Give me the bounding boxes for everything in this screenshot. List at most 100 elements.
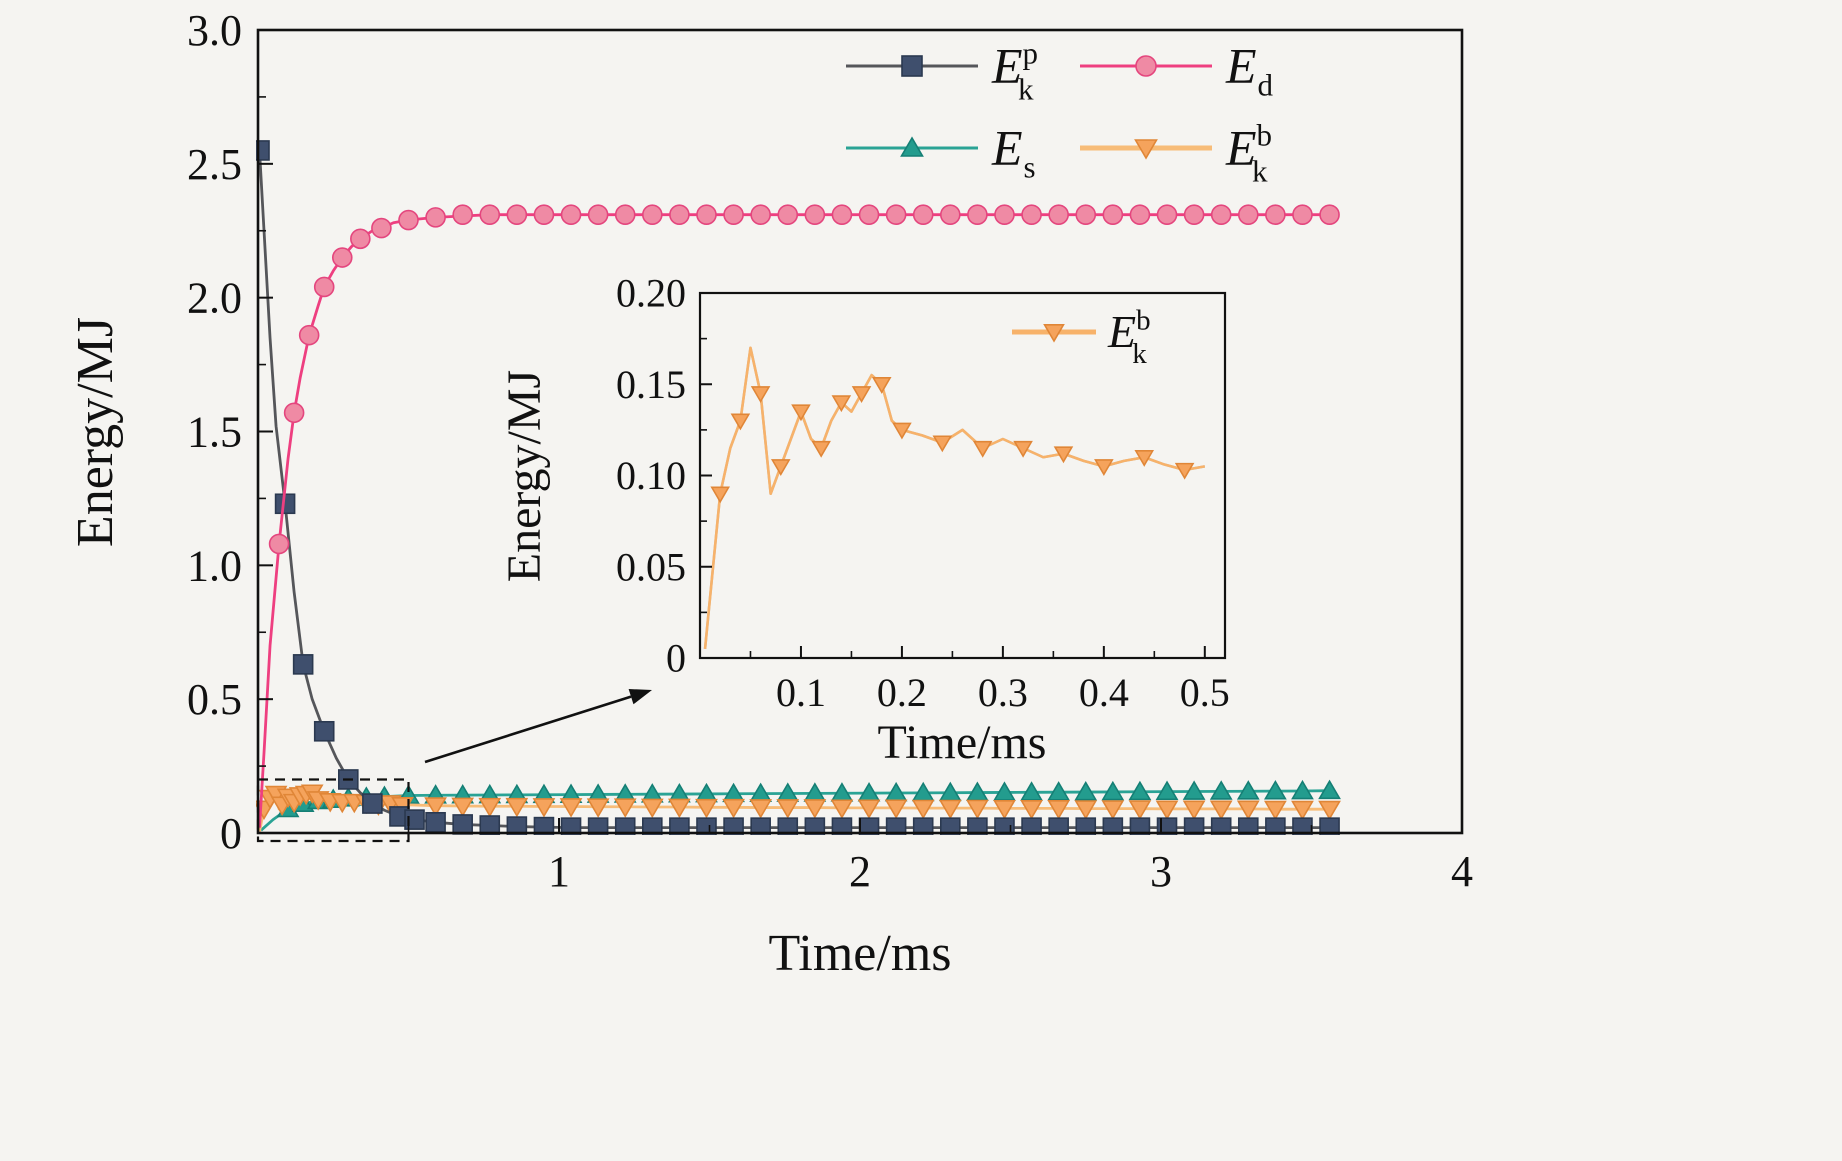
marker-triangle-up <box>1209 780 1233 800</box>
series-markers-Ed <box>268 204 1340 555</box>
marker-circle <box>533 204 555 225</box>
marker-square <box>994 817 1015 835</box>
legend: Ep k Ed Es Eb k <box>846 36 1274 189</box>
marker-square <box>587 817 609 835</box>
marker-triangle-down <box>770 459 791 476</box>
marker-square <box>1102 817 1124 835</box>
marker-triangle-down <box>1020 799 1043 820</box>
marker-square <box>404 809 425 830</box>
marker-square <box>723 817 744 835</box>
marker-circle <box>912 204 934 225</box>
marker-triangle-down <box>613 798 637 818</box>
marker-square <box>1319 817 1340 835</box>
marker-triangle-down <box>1128 800 1152 820</box>
marker-triangle-down <box>1053 446 1074 464</box>
marker-triangle-down <box>1155 800 1179 820</box>
marker-triangle-up <box>1264 780 1287 800</box>
x-tick-label: 4 <box>1451 847 1473 896</box>
marker-circle <box>696 204 717 225</box>
marker-triangle-up <box>1291 779 1314 800</box>
marker-square <box>777 817 799 835</box>
marker-square <box>1237 817 1259 835</box>
marker-triangle-down <box>932 435 953 453</box>
marker-triangle-down <box>640 798 664 819</box>
marker-triangle-down <box>1236 800 1260 820</box>
marker-triangle-down <box>505 797 529 818</box>
series-layer <box>703 346 1206 650</box>
marker-triangle-down <box>803 799 827 819</box>
x-tick-label: 3 <box>1150 847 1172 896</box>
marker-square <box>1210 817 1232 835</box>
x-tick-label: 0.2 <box>877 670 927 715</box>
marker-circle <box>1237 204 1259 225</box>
marker-circle <box>858 204 880 225</box>
marker-circle <box>313 276 335 298</box>
legend-label-Ekb: Eb k <box>1225 118 1272 189</box>
y-tick-label: 0.20 <box>616 271 686 316</box>
marker-square <box>1265 817 1286 835</box>
x-axis-label: Time/ms <box>878 716 1047 769</box>
x-tick-label: 2 <box>849 847 871 896</box>
marker-triangle-down <box>851 386 872 403</box>
marker-square <box>313 720 335 742</box>
marker-square <box>425 811 446 833</box>
marker-triangle-down <box>1074 800 1098 820</box>
marker-triangle-down <box>1264 800 1287 821</box>
marker-square <box>362 793 383 814</box>
marker-square <box>1075 817 1097 835</box>
marker-circle <box>298 324 320 346</box>
marker-square <box>1156 817 1178 835</box>
marker-triangle-down <box>1174 462 1195 480</box>
series-markers-Ekb <box>710 377 1195 504</box>
legend-label-Ekp: Ep k <box>991 36 1038 107</box>
marker-circle <box>777 204 799 225</box>
marker-circle <box>1183 204 1205 225</box>
marker-triangle-down <box>1094 459 1114 476</box>
marker-circle <box>1156 204 1178 225</box>
marker-circle <box>723 204 744 225</box>
marker-square <box>750 817 771 835</box>
y-axis-label: Energy/MJ <box>498 370 551 582</box>
marker-triangle-down <box>857 799 881 819</box>
marker-square <box>533 816 555 835</box>
marker-square <box>1048 817 1069 835</box>
y-tick-label: 2.5 <box>187 140 242 189</box>
y-tick-label: 0.10 <box>616 453 686 498</box>
marker-triangle-down <box>830 799 854 819</box>
marker-circle <box>350 228 371 250</box>
x-tick-label: 1 <box>548 847 570 896</box>
marker-triangle-up <box>1047 781 1071 801</box>
x-tick-label: 0.5 <box>1180 670 1230 715</box>
marker-triangle-down <box>938 799 962 820</box>
marker-square <box>939 817 961 835</box>
marker-circle <box>750 204 771 225</box>
marker-triangle-down <box>1318 800 1341 821</box>
marker-triangle-down <box>1134 139 1158 160</box>
marker-circle <box>479 204 501 225</box>
marker-circle <box>939 204 961 225</box>
marker-triangle-down <box>1047 799 1071 820</box>
marker-triangle-up <box>1074 780 1098 801</box>
marker-square <box>885 817 907 835</box>
series-markers-Ekp <box>256 140 1340 835</box>
marker-square <box>452 814 473 835</box>
marker-square <box>642 817 663 835</box>
marker-triangle-down <box>532 798 556 818</box>
main-plot: 1 2 3 4 0 0.5 1.0 1.5 2.0 2.5 3.0 Time/ms Energy/MJ E… <box>67 6 1473 982</box>
marker-triangle-down <box>710 486 730 504</box>
y-tick-label: 0.05 <box>616 544 686 589</box>
marker-circle <box>371 217 392 239</box>
marker-triangle-up <box>1155 780 1179 801</box>
y-tick-label: 0.5 <box>187 675 242 724</box>
marker-triangle-up <box>1318 779 1341 800</box>
marker-circle <box>506 204 528 225</box>
marker-square <box>479 815 501 835</box>
marker-circle <box>452 204 473 225</box>
marker-circle <box>587 204 609 225</box>
marker-circle <box>1021 204 1042 225</box>
marker-triangle-down <box>1013 440 1033 458</box>
marker-square <box>560 817 582 835</box>
marker-triangle-down <box>749 799 773 819</box>
x-tick-label: 0.1 <box>776 670 826 715</box>
